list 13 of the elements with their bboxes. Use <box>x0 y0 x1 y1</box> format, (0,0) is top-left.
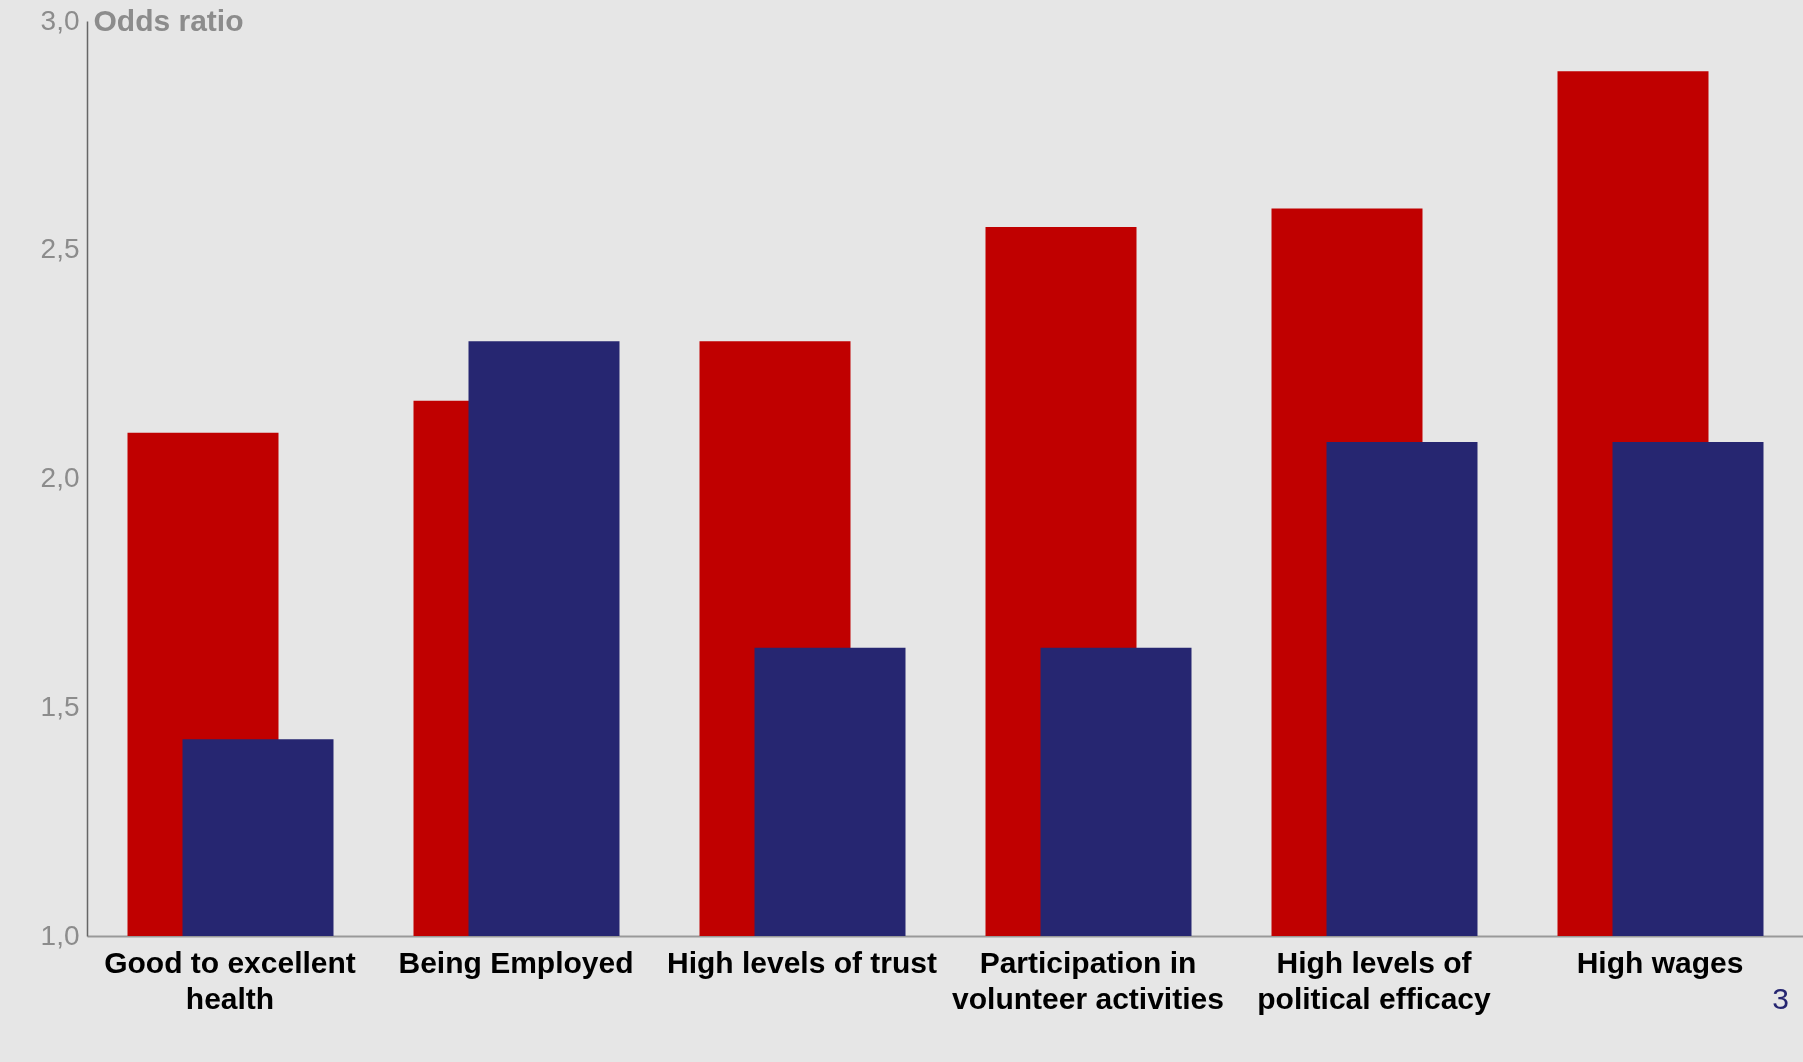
text: 3 <box>1772 982 1789 1016</box>
x-tick-label: High levels of political efficacy <box>1257 945 1492 1015</box>
x-tick-label: Being Employed <box>398 945 634 979</box>
y-tick-label: 3,0 <box>40 4 80 36</box>
x-tick-label: High levels of trust <box>666 945 938 979</box>
y-axis-title: Odds ratio <box>93 3 244 37</box>
x-tick-label: Participation in volunteer activities <box>952 945 1224 1015</box>
y-tick-label: 1,5 <box>40 690 80 722</box>
y-tick-label: 2,0 <box>40 462 80 493</box>
y-tick-label: 1,0 <box>40 919 80 951</box>
y-tick-label: 2,5 <box>40 233 80 265</box>
x-tick-label: High wages <box>1576 945 1744 979</box>
x-tick-label: Good to excellent health <box>104 945 356 1015</box>
